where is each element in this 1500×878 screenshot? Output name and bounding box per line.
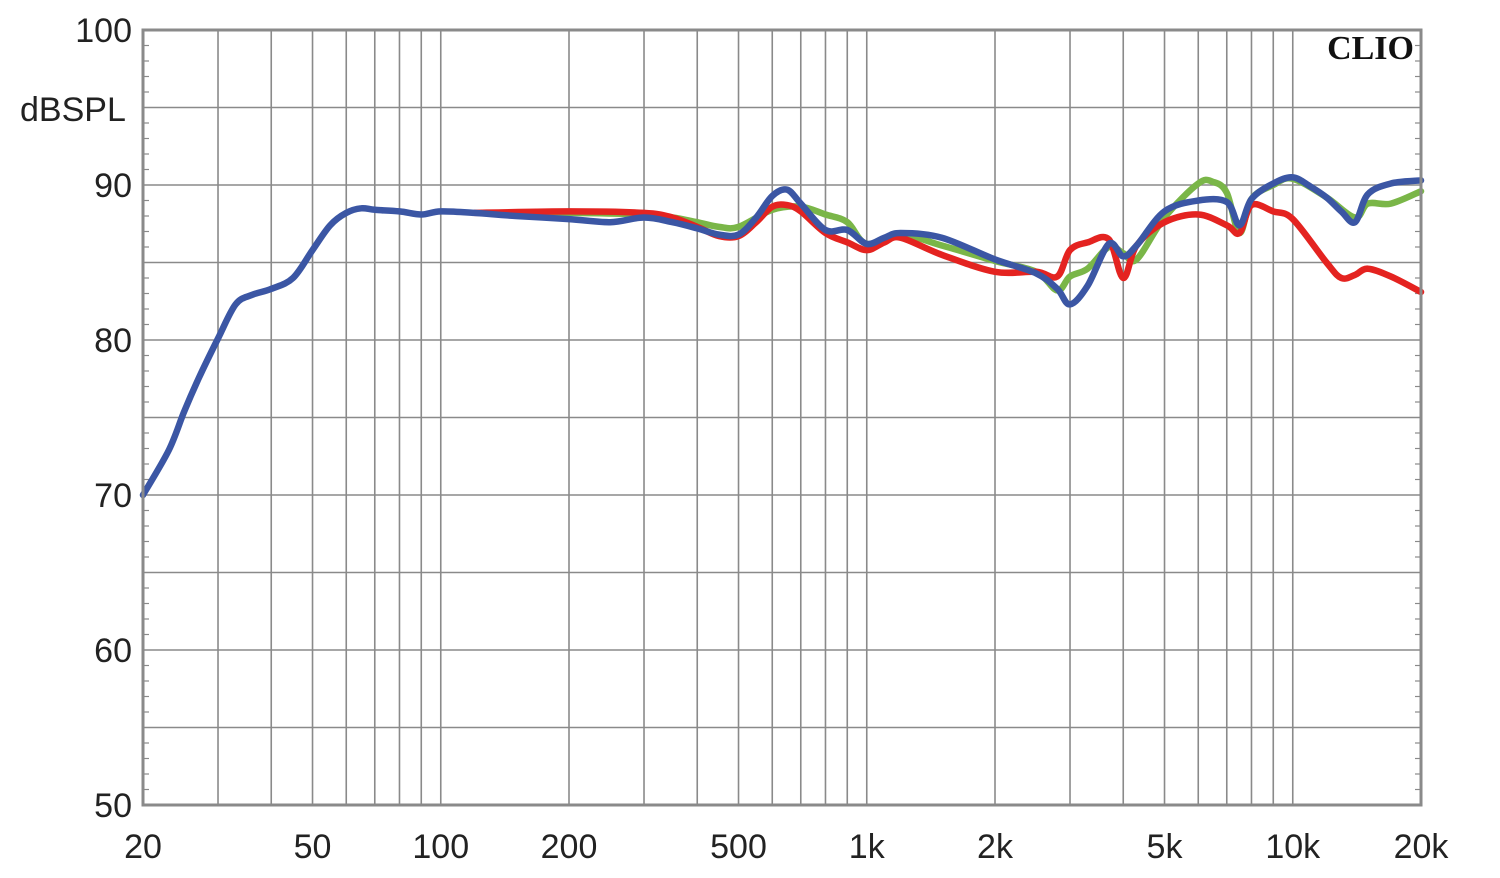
x-tick-label: 50 (294, 828, 332, 866)
x-tick-label: 200 (541, 828, 598, 866)
x-tick-label: 20 (124, 828, 162, 866)
series-layer (139, 173, 1425, 499)
y-tick-label: 90 (94, 167, 132, 205)
y-tick-label: 100 (75, 12, 132, 50)
y-tick-label: 50 (94, 787, 132, 825)
y-tick-label: 70 (94, 477, 132, 515)
x-axis-tick-labels: 20 50 100 200 500 1k 2k 5k 10k 20k (124, 828, 1449, 866)
y-tick-label: 80 (94, 322, 132, 360)
x-tick-label: 1k (849, 828, 886, 866)
x-tick-label: 5k (1147, 828, 1184, 866)
y-axis-tick-labels: 50 60 70 80 90 100 (75, 12, 132, 825)
x-tick-label: 500 (710, 828, 767, 866)
series-line-3 (139, 173, 1425, 499)
major-grid (142, 30, 1422, 805)
x-tick-label: 10k (1265, 828, 1321, 866)
y-tick-label: 60 (94, 632, 132, 670)
x-tick-label: 100 (412, 828, 469, 866)
plot-frame (141, 28, 1423, 807)
clio-brand-label: CLIO (1327, 30, 1414, 67)
x-tick-label: 2k (977, 828, 1014, 866)
y-axis-unit-label: dBSPL (20, 91, 126, 129)
x-tick-label: 20k (1394, 828, 1450, 866)
